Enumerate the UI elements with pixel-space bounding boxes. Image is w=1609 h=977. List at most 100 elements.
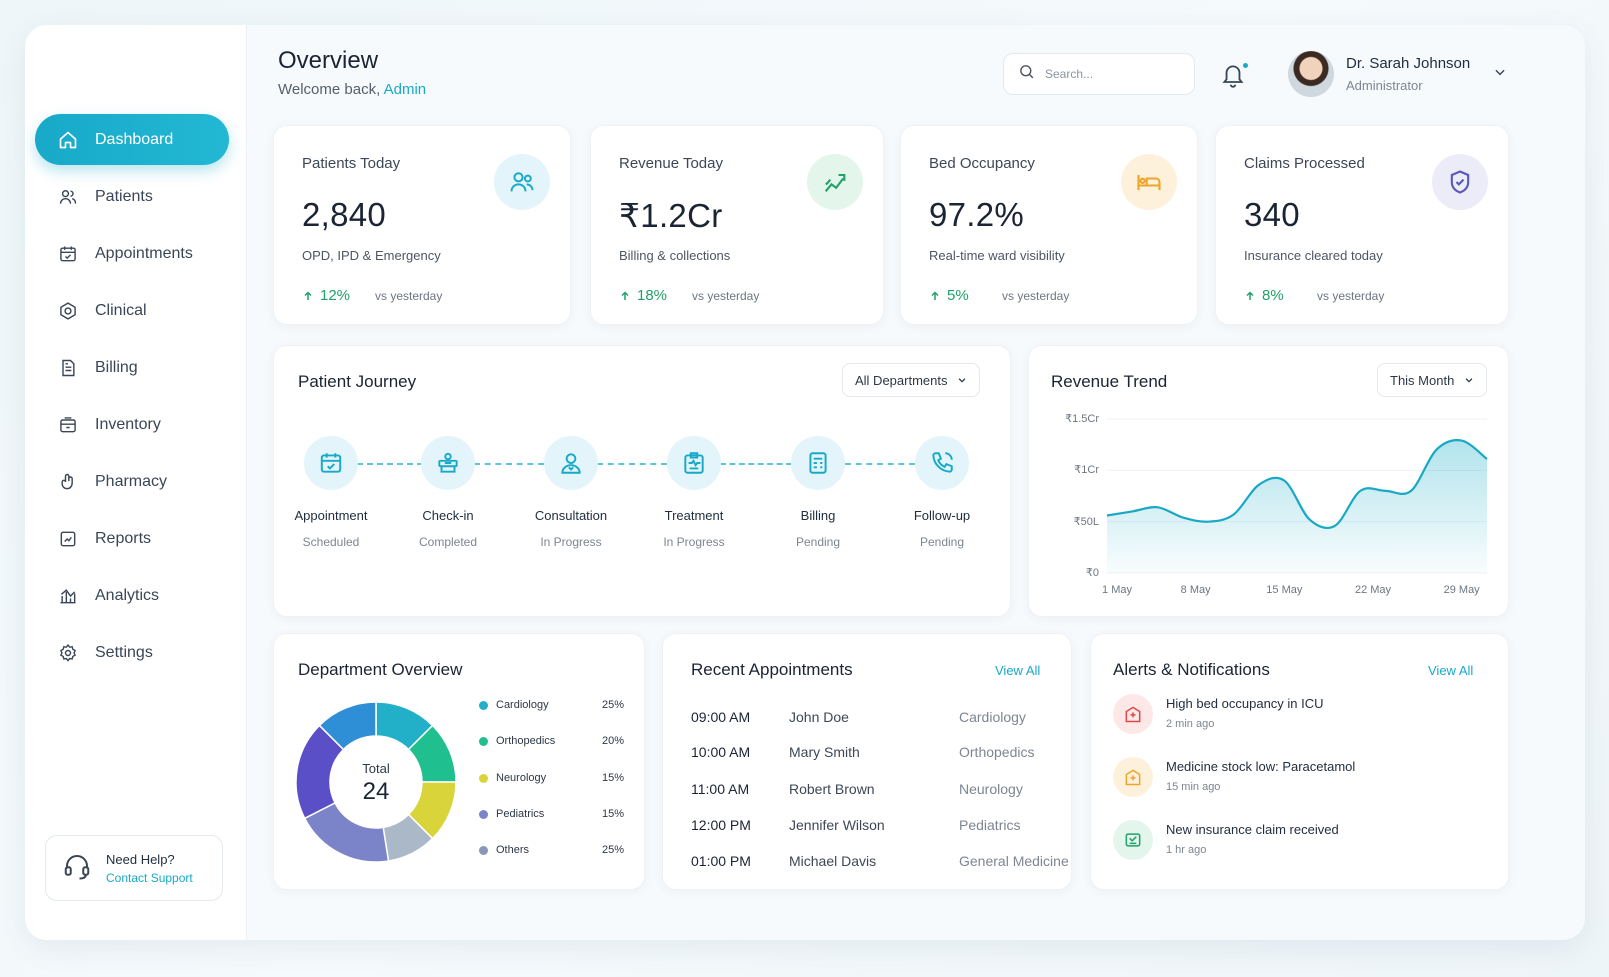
- legend-pct: 15%: [601, 808, 624, 820]
- app-window: Dashboard Patients Appointments Clinical: [25, 25, 1585, 940]
- journey-connector: [845, 463, 915, 465]
- step-name: Billing: [800, 508, 836, 523]
- step-status: Scheduled: [302, 535, 360, 549]
- legend-pct: 25%: [601, 844, 624, 856]
- sidebar-item-patients[interactable]: Patients: [35, 171, 229, 222]
- sidebar-item-settings[interactable]: Settings: [35, 627, 229, 678]
- table-row[interactable]: 10:00 AM Mary Smith Orthopedics: [691, 744, 1071, 760]
- help-box: Need Help? Contact Support: [45, 835, 223, 901]
- department-donut-chart: [295, 701, 457, 863]
- sidebar-item-label: Inventory: [95, 415, 161, 433]
- period-filter-dropdown[interactable]: This Month: [1377, 363, 1488, 397]
- alert-time: 15 min ago: [1166, 781, 1221, 793]
- step-status: In Progress: [663, 535, 725, 549]
- report-icon: [57, 528, 79, 550]
- journey-step-consultation[interactable]: Consultation In Progress: [511, 436, 631, 549]
- section-title: Patient Journey: [298, 372, 417, 391]
- sidebar-item-label: Clinical: [95, 301, 147, 319]
- sidebar-item-label: Billing: [95, 358, 138, 376]
- sidebar-item-analytics[interactable]: Analytics: [35, 570, 229, 621]
- calendar-icon: [57, 243, 79, 265]
- dropdown-value: All Departments: [855, 372, 948, 388]
- notification-button[interactable]: [1220, 61, 1250, 89]
- search-input[interactable]: [1045, 67, 1175, 81]
- alert-item[interactable]: New insurance claim received 1 hr ago: [1113, 820, 1339, 860]
- legend-item-neurology: Neurology 15%: [479, 772, 624, 784]
- appt-dept: Orthopedics: [959, 744, 1035, 760]
- step-name: Consultation: [534, 508, 608, 523]
- alert-text: New insurance claim received: [1166, 822, 1339, 837]
- donut-total-label: Total: [362, 761, 390, 776]
- stat-value: ₹1.2Cr: [619, 197, 723, 234]
- stat-trend-value: 8%: [1262, 287, 1284, 304]
- journey-step-checkin[interactable]: Check-in Completed: [388, 436, 508, 549]
- table-row[interactable]: 09:00 AM John Doe Cardiology: [691, 709, 1071, 725]
- view-all-appointments-link[interactable]: View All: [995, 663, 1041, 678]
- document-icon: [57, 357, 79, 379]
- sidebar-item-pharmacy[interactable]: Pharmacy: [35, 456, 229, 507]
- stat-desc: Insurance cleared today: [1244, 248, 1383, 263]
- search-icon: [1018, 63, 1035, 85]
- stat-trend: 12%: [302, 287, 350, 304]
- sidebar-item-appointments[interactable]: Appointments: [35, 228, 229, 279]
- alerts-card: Alerts & Notifications View All High bed…: [1090, 633, 1509, 890]
- legend-swatch: [479, 700, 488, 710]
- journey-step-appointment[interactable]: Appointment Scheduled: [271, 436, 391, 549]
- department-filter-dropdown[interactable]: All Departments: [842, 363, 981, 397]
- table-row[interactable]: 12:00 PM Jennifer Wilson Pediatrics: [691, 817, 1071, 833]
- step-status: In Progress: [540, 535, 602, 549]
- patient-journey-card: Patient Journey All Departments Appointm…: [273, 345, 1011, 617]
- stat-vs: vs yesterday: [375, 289, 443, 303]
- sidebar: Dashboard Patients Appointments Clinical: [25, 25, 247, 940]
- journey-step-treatment[interactable]: Treatment In Progress: [634, 436, 754, 549]
- alert-item[interactable]: Medicine stock low: Paracetamol 15 min a…: [1113, 757, 1355, 797]
- y-tick-label: ₹50L: [1073, 515, 1099, 528]
- alert-medicine-icon: [1113, 757, 1153, 797]
- sidebar-item-billing[interactable]: Billing: [35, 342, 229, 393]
- dropdown-value: This Month: [1390, 372, 1455, 388]
- table-row[interactable]: 01:00 PM Michael Davis General Medicine: [691, 853, 1071, 869]
- stat-label: Claims Processed: [1244, 155, 1365, 172]
- user-role: Administrator: [1346, 78, 1423, 93]
- stat-card-patients: Patients Today 2,840 OPD, IPD & Emergenc…: [273, 125, 571, 325]
- help-title: Need Help?: [106, 851, 175, 867]
- sidebar-item-label: Settings: [95, 643, 153, 661]
- stat-label: Patients Today: [302, 155, 401, 172]
- appt-patient: Mary Smith: [789, 744, 860, 760]
- sidebar-item-reports[interactable]: Reports: [35, 513, 229, 564]
- search-box[interactable]: [1003, 53, 1195, 95]
- stat-trend: 18%: [619, 287, 667, 304]
- chevron-down-icon[interactable]: [1493, 65, 1507, 79]
- sidebar-item-inventory[interactable]: Inventory: [35, 399, 229, 450]
- journey-connector: [474, 463, 544, 465]
- avatar[interactable]: [1288, 51, 1334, 97]
- legend-name: Others: [496, 844, 530, 856]
- legend-swatch: [479, 773, 488, 783]
- donut-total-value: 24: [362, 778, 390, 805]
- appt-patient: John Doe: [789, 709, 849, 725]
- journey-step-billing[interactable]: Billing Pending: [758, 436, 878, 549]
- user-name: Dr. Sarah Johnson: [1346, 55, 1471, 72]
- alert-text: Medicine stock low: Paracetamol: [1166, 759, 1356, 774]
- users-icon: [494, 154, 550, 210]
- legend-name: Pediatrics: [496, 808, 545, 820]
- home-icon: [57, 129, 79, 151]
- alert-time: 2 min ago: [1166, 718, 1215, 730]
- table-row[interactable]: 11:00 AM Robert Brown Neurology: [691, 781, 1071, 797]
- calendar-check-icon: [304, 436, 358, 490]
- legend-pct: 25%: [601, 699, 624, 711]
- alert-item[interactable]: High bed occupancy in ICU 2 min ago: [1113, 694, 1324, 734]
- sidebar-item-label: Reports: [95, 529, 152, 547]
- journey-step-followup[interactable]: Follow-up Pending: [882, 436, 1002, 549]
- appt-patient: Jennifer Wilson: [789, 817, 885, 833]
- view-all-alerts-link[interactable]: View All: [1428, 663, 1474, 678]
- appt-time: 11:00 AM: [691, 781, 750, 797]
- sidebar-item-clinical[interactable]: Clinical: [35, 285, 229, 336]
- sidebar-item-label: Dashboard: [95, 130, 174, 148]
- sidebar-item-dashboard[interactable]: Dashboard: [35, 114, 229, 165]
- stat-value: 97.2%: [929, 196, 1025, 233]
- stat-label: Bed Occupancy: [929, 155, 1035, 172]
- step-status: Pending: [795, 535, 841, 549]
- contact-support-link[interactable]: Contact Support: [106, 870, 193, 885]
- notification-dot: [1241, 61, 1250, 70]
